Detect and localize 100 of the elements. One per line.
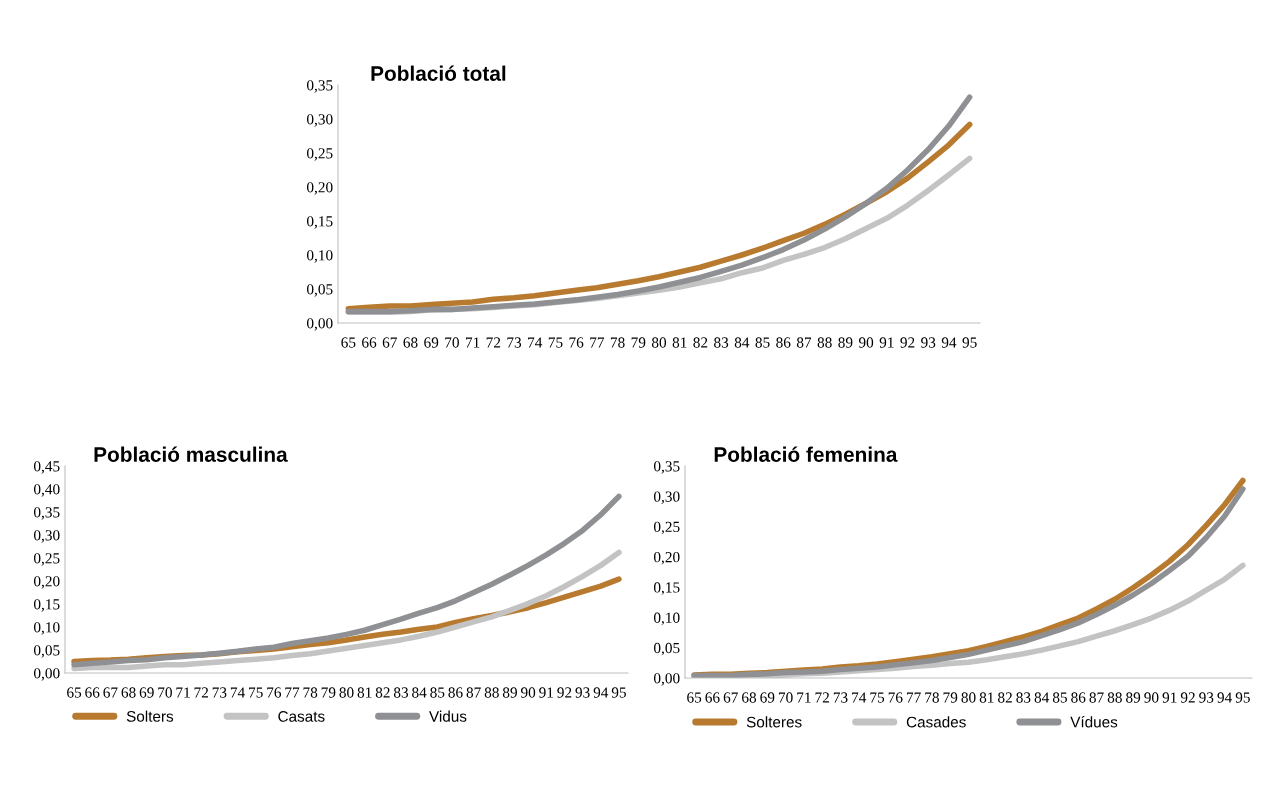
x-tick-label: 78 xyxy=(610,337,625,348)
y-tick-label: 0,35 xyxy=(33,507,60,520)
x-tick-label: 70 xyxy=(778,692,793,703)
y-tick-label: 0,00 xyxy=(33,668,60,681)
y-tick-label: 0,05 xyxy=(653,642,680,656)
y-tick-label: 0,30 xyxy=(33,530,60,543)
x-tick-label: 93 xyxy=(1199,692,1214,703)
x-tick-label: 71 xyxy=(176,687,190,698)
x-tick-label: 67 xyxy=(103,687,118,698)
x-tick-label: 88 xyxy=(484,687,499,698)
x-tick-label: 74 xyxy=(528,337,543,348)
chart-title: Població masculina xyxy=(94,446,288,462)
y-tick-label: 0,00 xyxy=(653,673,680,686)
x-tick-label: 92 xyxy=(557,687,572,698)
y-tick-label: 0,40 xyxy=(33,484,60,497)
y-tick-label: 0,30 xyxy=(306,114,333,127)
x-tick-label: 83 xyxy=(714,337,729,348)
y-tick-label: 0,25 xyxy=(653,521,680,535)
x-tick-label: 69 xyxy=(760,692,775,703)
x-tick-label: 85 xyxy=(430,687,445,698)
y-tick-label: 0,20 xyxy=(306,182,333,195)
y-tick-label: 0,15 xyxy=(653,582,680,595)
x-tick-label: 87 xyxy=(796,337,812,348)
x-tick-label: 68 xyxy=(403,337,418,348)
x-tick-label: 95 xyxy=(962,337,977,348)
x-tick-label: 86 xyxy=(1071,692,1086,703)
x-tick-label: 88 xyxy=(1107,692,1122,703)
x-tick-label: 66 xyxy=(362,337,377,348)
y-tick-label: 0,45 xyxy=(33,461,60,474)
x-tick-label: 66 xyxy=(705,692,720,703)
y-tick-label: 0,10 xyxy=(653,612,680,626)
x-tick-label: 72 xyxy=(194,687,209,698)
x-tick-label: 79 xyxy=(321,687,336,698)
x-tick-label: 73 xyxy=(507,337,522,348)
x-tick-label: 71 xyxy=(465,337,480,348)
x-tick-label: 84 xyxy=(1034,692,1050,703)
x-tick-label: 89 xyxy=(1126,692,1141,703)
y-tick-label: 0,30 xyxy=(653,491,680,504)
y-tick-label: 0,20 xyxy=(33,576,60,589)
legend-label: Vidus xyxy=(429,710,467,722)
x-tick-label: 81 xyxy=(979,692,994,703)
x-tick-label: 87 xyxy=(466,687,481,698)
y-tick-label: 0,20 xyxy=(653,552,680,565)
y-tick-label: 0,10 xyxy=(33,622,60,635)
x-tick-label: 79 xyxy=(943,692,958,703)
x-tick-label: 91 xyxy=(1162,692,1177,703)
x-tick-label: 70 xyxy=(445,337,459,348)
x-tick-label: 82 xyxy=(375,687,390,698)
x-tick-label: 65 xyxy=(67,687,82,698)
y-tick-label: 0,10 xyxy=(306,250,333,263)
chart-title: Població femenina xyxy=(714,446,898,462)
y-tick-label: 0,25 xyxy=(306,148,333,161)
x-tick-label: 74 xyxy=(852,692,867,703)
x-tick-label: 85 xyxy=(755,337,770,348)
x-tick-label: 91 xyxy=(539,687,553,698)
y-tick-label: 0,35 xyxy=(653,461,680,474)
x-tick-label: 74 xyxy=(230,687,245,698)
legend-label: Casats xyxy=(278,711,325,722)
y-tick-label: 0,25 xyxy=(33,553,60,566)
x-tick-label: 88 xyxy=(817,337,832,348)
x-tick-label: 86 xyxy=(448,687,463,698)
x-tick-label: 76 xyxy=(569,337,584,348)
x-tick-label: 75 xyxy=(249,687,263,698)
x-tick-label: 83 xyxy=(1016,692,1031,703)
x-tick-label: 71 xyxy=(797,692,811,703)
x-tick-label: 81 xyxy=(672,337,687,348)
x-tick-label: 75 xyxy=(870,692,885,703)
x-tick-label: 69 xyxy=(424,337,439,348)
y-tick-label: 0,15 xyxy=(33,599,60,612)
x-tick-label: 91 xyxy=(879,337,894,348)
x-tick-label: 89 xyxy=(502,687,517,698)
x-tick-label: 93 xyxy=(921,337,936,348)
x-tick-label: 85 xyxy=(1052,692,1067,703)
y-tick-label: 0,15 xyxy=(306,216,333,229)
legend-label: Vídues xyxy=(1070,716,1118,728)
x-tick-label: 95 xyxy=(1235,692,1250,703)
x-tick-label: 83 xyxy=(393,687,409,698)
x-tick-label: 94 xyxy=(593,687,609,698)
x-tick-label: 66 xyxy=(85,687,100,698)
x-tick-label: 89 xyxy=(838,337,853,348)
x-tick-label: 87 xyxy=(1089,692,1104,703)
y-tick-label: 0,05 xyxy=(33,645,60,658)
x-tick-label: 80 xyxy=(339,687,354,698)
x-tick-label: 65 xyxy=(687,692,702,703)
x-tick-label: 72 xyxy=(815,692,829,703)
y-tick-label: 0,35 xyxy=(306,80,333,93)
x-tick-label: 82 xyxy=(998,692,1012,703)
x-tick-label: 70 xyxy=(158,687,172,698)
legend-label: Solteres xyxy=(746,716,802,728)
x-tick-label: 67 xyxy=(382,337,397,348)
x-tick-label: 73 xyxy=(833,692,848,703)
x-tick-label: 95 xyxy=(611,687,626,698)
x-tick-label: 72 xyxy=(486,337,501,348)
x-tick-label: 69 xyxy=(139,687,154,698)
legend-label: Casades xyxy=(906,716,966,728)
y-tick-label: 0,00 xyxy=(306,318,333,331)
x-tick-label: 75 xyxy=(548,337,563,348)
x-tick-label: 67 xyxy=(723,692,738,703)
x-tick-label: 78 xyxy=(303,687,318,698)
x-tick-label: 94 xyxy=(941,337,957,348)
